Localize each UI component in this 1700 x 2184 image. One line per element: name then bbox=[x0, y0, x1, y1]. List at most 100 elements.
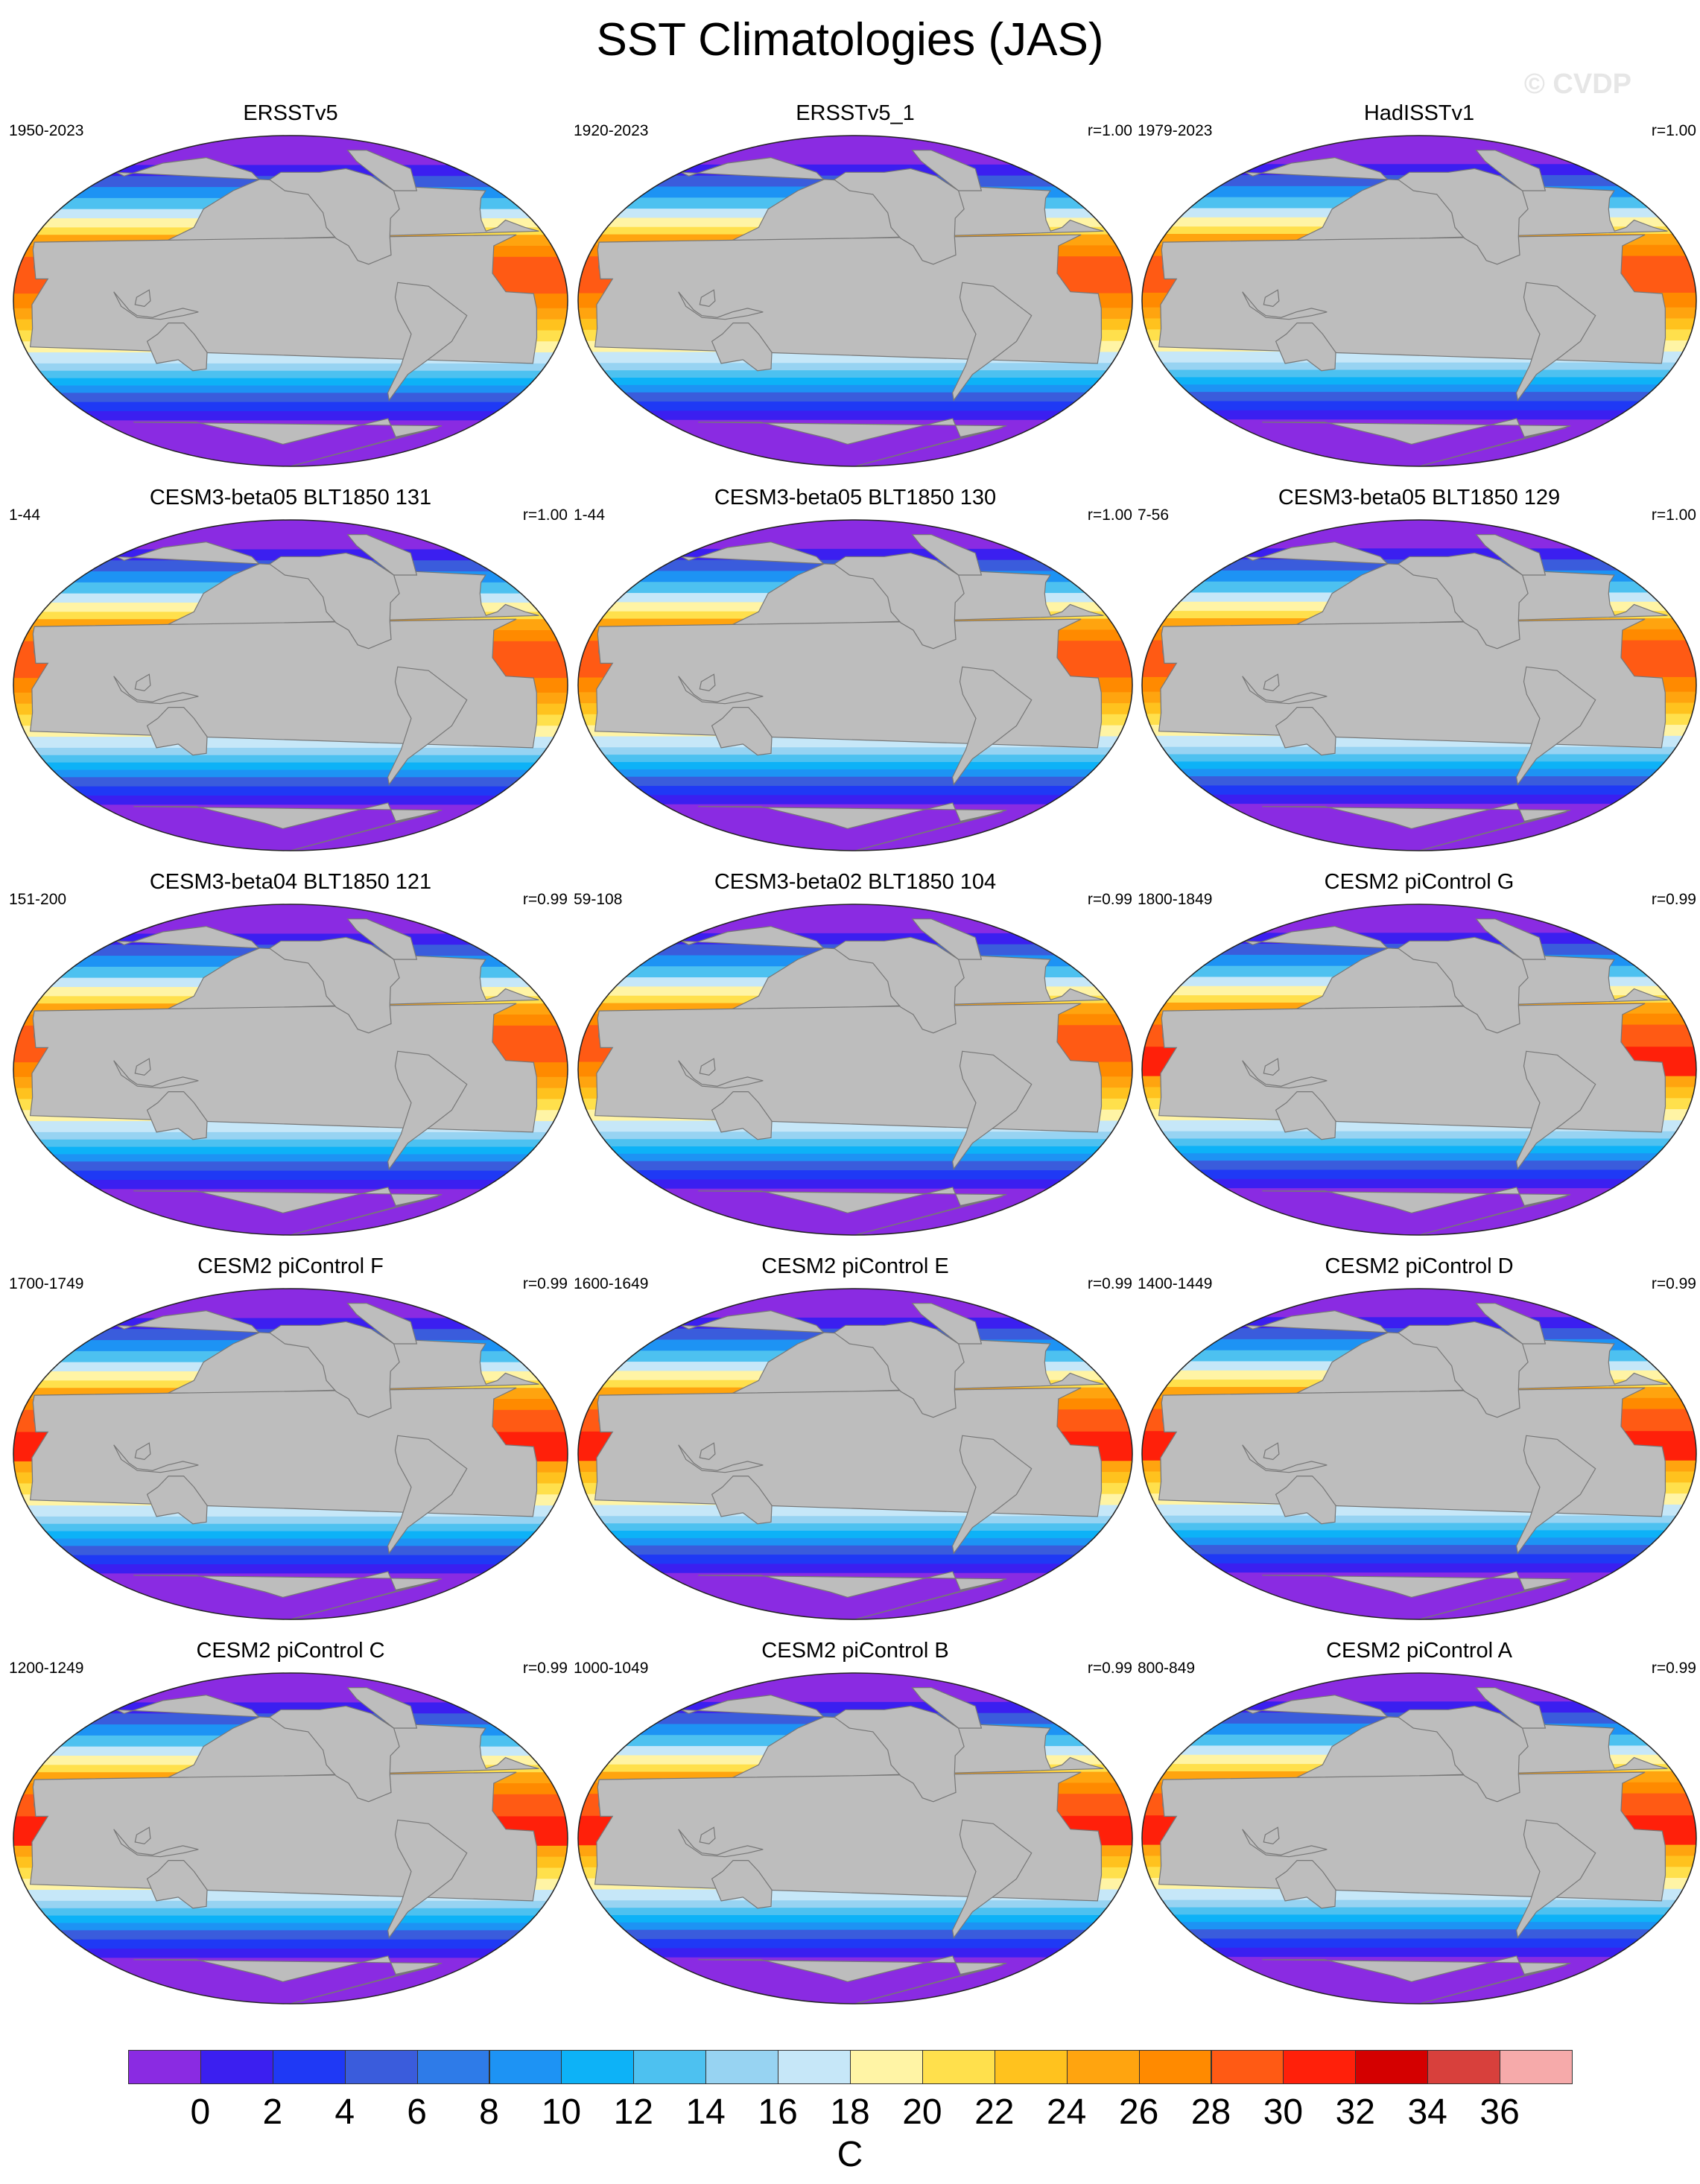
land-mass bbox=[1262, 418, 1571, 466]
temperature-band bbox=[578, 1929, 1132, 1940]
land-mass bbox=[29, 234, 538, 364]
colorbar-box bbox=[994, 2050, 1068, 2084]
land-mass bbox=[678, 291, 764, 320]
land-mass bbox=[268, 168, 400, 265]
land-mass bbox=[1262, 1187, 1571, 1235]
panel-correlation: r=1.00 bbox=[1087, 507, 1132, 524]
panel-title: CESM2 piControl D bbox=[1325, 1254, 1514, 1278]
temperature-band bbox=[578, 370, 1132, 379]
temperature-band bbox=[13, 370, 568, 380]
temperature-band bbox=[13, 1161, 568, 1172]
temperature-band bbox=[1142, 362, 1696, 372]
panel-title: CESM2 piControl B bbox=[761, 1639, 949, 1663]
panel-period: 1-44 bbox=[574, 507, 606, 524]
land-mass bbox=[911, 1687, 983, 1729]
temperature-band bbox=[13, 747, 568, 757]
temperature-band bbox=[1142, 1899, 1696, 1909]
sst-map bbox=[1141, 519, 1697, 851]
land-mass bbox=[678, 676, 764, 705]
colorbar-box bbox=[1283, 2050, 1357, 2084]
land-mass bbox=[711, 1860, 773, 1909]
temperature-band bbox=[1142, 1289, 1696, 1318]
panel-period: 1000-1049 bbox=[574, 1660, 649, 1677]
colorbar-tick-label: 10 bbox=[541, 2092, 582, 2132]
panel-correlation: r=0.99 bbox=[522, 891, 568, 908]
temperature-band bbox=[1142, 520, 1696, 550]
land-mass bbox=[113, 1060, 199, 1089]
temperature-band bbox=[578, 1939, 1132, 1949]
land-mass bbox=[698, 1571, 1007, 1619]
sst-map bbox=[577, 1288, 1133, 1620]
land-mass bbox=[113, 291, 199, 320]
land-mass bbox=[134, 1826, 151, 1845]
land-mass bbox=[29, 1771, 538, 1902]
panel-period: 1400-1449 bbox=[1138, 1275, 1213, 1292]
colorbar-box bbox=[561, 2050, 635, 2084]
temperature-band bbox=[578, 1922, 1132, 1931]
land-mass bbox=[1397, 936, 1529, 1034]
panel-period: 1-44 bbox=[9, 507, 41, 524]
temperature-band bbox=[1142, 1131, 1696, 1140]
land-mass bbox=[1275, 1860, 1336, 1909]
land-mass bbox=[698, 1955, 1007, 2004]
land-mass bbox=[711, 1091, 773, 1140]
panel-period: 59-108 bbox=[574, 891, 623, 908]
colorbar-tick-label: 36 bbox=[1479, 2092, 1520, 2132]
temperature-band bbox=[578, 776, 1132, 787]
colorbar-box bbox=[1211, 2050, 1284, 2084]
temperature-band bbox=[1142, 1563, 1696, 1574]
temperature-band bbox=[578, 747, 1132, 756]
colorbar-box bbox=[344, 2050, 418, 2084]
panel-correlation: r=0.99 bbox=[1651, 1275, 1696, 1292]
land-mass bbox=[268, 1321, 400, 1418]
temperature-band bbox=[578, 136, 1132, 166]
temperature-band bbox=[13, 904, 568, 935]
panel-title: ERSSTv5_1 bbox=[796, 101, 915, 125]
land-mass bbox=[699, 289, 716, 308]
temperature-band bbox=[578, 384, 1132, 394]
temperature-band bbox=[1142, 1554, 1696, 1565]
temperature-band bbox=[578, 401, 1132, 412]
land-mass bbox=[1275, 1091, 1336, 1140]
sst-map bbox=[577, 1672, 1133, 2004]
temperature-band bbox=[13, 1939, 568, 1950]
temperature-band bbox=[13, 1146, 568, 1155]
temperature-band bbox=[578, 1516, 1132, 1525]
colorbar-tick-label: 24 bbox=[1046, 2092, 1087, 2132]
land-mass bbox=[387, 1435, 468, 1555]
page-title: SST Climatologies (JAS) bbox=[596, 14, 1104, 66]
colorbar-tick-label: 14 bbox=[685, 2092, 726, 2132]
colorbar-tick-label: 28 bbox=[1190, 2092, 1231, 2132]
temperature-band bbox=[578, 1564, 1132, 1575]
land-mass bbox=[1242, 676, 1328, 705]
land-mass bbox=[711, 707, 773, 756]
temperature-band bbox=[1142, 1537, 1696, 1546]
land-mass bbox=[711, 323, 773, 372]
temperature-band bbox=[1142, 1922, 1696, 1931]
land-mass bbox=[133, 1187, 443, 1235]
temperature-band bbox=[1142, 1161, 1696, 1171]
temperature-band bbox=[13, 1180, 568, 1190]
land-mass bbox=[911, 918, 983, 960]
colorbar-box bbox=[1500, 2050, 1573, 2084]
land-mass bbox=[1262, 1955, 1571, 2004]
colorbar-tick-label: 8 bbox=[479, 2092, 499, 2132]
panel-correlation: r=0.99 bbox=[1087, 1660, 1132, 1677]
panel-title: CESM2 piControl C bbox=[196, 1639, 385, 1663]
temperature-band bbox=[1142, 1178, 1696, 1190]
panel-period: 1800-1849 bbox=[1138, 891, 1213, 908]
temperature-band bbox=[13, 1139, 568, 1149]
land-mass bbox=[833, 552, 965, 650]
temperature-band bbox=[1142, 1947, 1696, 1958]
sst-map bbox=[1141, 1288, 1697, 1620]
land-mass bbox=[1515, 282, 1596, 401]
sst-map bbox=[1141, 135, 1697, 467]
temperature-band bbox=[1142, 904, 1696, 934]
land-mass bbox=[133, 1955, 443, 2004]
map-panel: CESM2 piControl E 1600-1649 r=0.99 bbox=[572, 1254, 1138, 1622]
temperature-band bbox=[578, 1146, 1132, 1155]
temperature-band bbox=[1142, 369, 1696, 378]
panel-correlation: r=0.99 bbox=[1087, 891, 1132, 908]
temperature-band bbox=[13, 1131, 568, 1141]
land-mass bbox=[1158, 234, 1666, 364]
